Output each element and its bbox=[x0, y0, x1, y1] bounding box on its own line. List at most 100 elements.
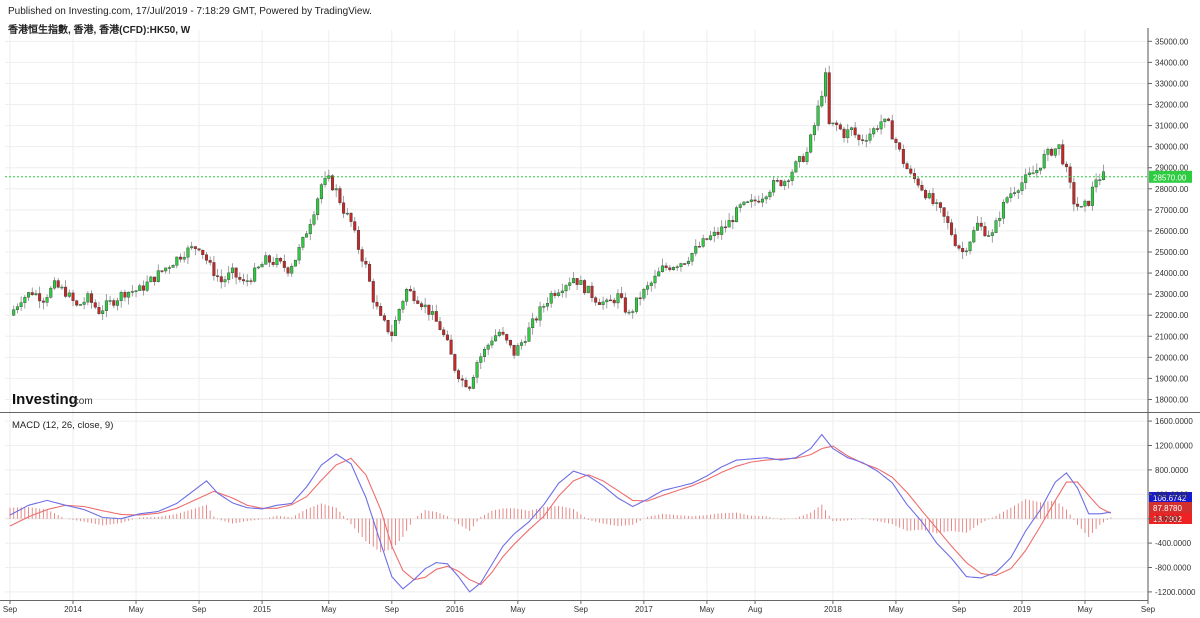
candle bbox=[675, 264, 679, 271]
candle-body bbox=[405, 288, 409, 302]
candle-body bbox=[193, 246, 197, 249]
candle bbox=[690, 252, 694, 266]
candle bbox=[516, 343, 520, 356]
candle bbox=[672, 266, 676, 271]
candle-body bbox=[1005, 197, 1009, 203]
candle bbox=[849, 126, 853, 137]
candle-body bbox=[838, 124, 842, 130]
candle bbox=[798, 155, 802, 168]
candle-body bbox=[968, 241, 972, 252]
candle bbox=[950, 218, 954, 237]
candle-body bbox=[534, 318, 538, 321]
candle bbox=[983, 221, 987, 237]
histogram-value-badge-label: 18.7982 bbox=[1153, 515, 1182, 524]
candle-body bbox=[1031, 172, 1035, 175]
candle-body bbox=[471, 377, 475, 389]
candle bbox=[542, 303, 546, 313]
candle bbox=[657, 267, 661, 277]
candle bbox=[601, 296, 605, 310]
candle bbox=[931, 188, 935, 206]
candle bbox=[875, 124, 879, 133]
candle-body bbox=[835, 122, 839, 125]
candle-body bbox=[901, 149, 905, 164]
y-tick-label: 24000.00 bbox=[1155, 269, 1189, 278]
candle-body bbox=[612, 299, 616, 304]
candle bbox=[86, 291, 90, 306]
candle-body bbox=[527, 327, 531, 342]
candle bbox=[1027, 167, 1031, 177]
candle bbox=[78, 303, 82, 306]
candle bbox=[353, 217, 357, 233]
candle bbox=[449, 334, 453, 355]
candle bbox=[438, 316, 442, 331]
candle-body bbox=[316, 198, 320, 216]
candle bbox=[712, 226, 716, 243]
y-tick-label: 18000.00 bbox=[1155, 395, 1189, 404]
candle-body bbox=[1102, 171, 1106, 180]
signal-line bbox=[9, 445, 1112, 586]
candle bbox=[212, 255, 216, 281]
candle bbox=[245, 274, 249, 287]
candle bbox=[145, 275, 149, 293]
candle-body bbox=[416, 300, 420, 304]
candle-body bbox=[1013, 192, 1017, 194]
last-price-badge bbox=[1149, 170, 1192, 183]
candle bbox=[809, 133, 813, 154]
candle bbox=[679, 262, 683, 272]
candle-body bbox=[894, 138, 898, 143]
candle bbox=[279, 256, 283, 264]
candle bbox=[471, 374, 475, 390]
candle-body bbox=[594, 297, 598, 303]
candle-body bbox=[116, 300, 119, 306]
candle-body bbox=[401, 301, 405, 310]
y-tick-label: 20000.00 bbox=[1155, 353, 1189, 362]
candle bbox=[149, 275, 153, 283]
candle bbox=[760, 192, 764, 208]
candle-body bbox=[990, 232, 994, 236]
candle bbox=[360, 246, 364, 268]
candle bbox=[553, 289, 557, 299]
candle bbox=[405, 287, 409, 306]
candle-body bbox=[45, 297, 49, 303]
candle bbox=[368, 261, 372, 283]
candle-body bbox=[505, 334, 509, 341]
y-tick-label: 33000.00 bbox=[1155, 79, 1189, 88]
candle-body bbox=[998, 218, 1002, 221]
candle-body bbox=[234, 267, 238, 278]
candle bbox=[831, 122, 835, 127]
candle bbox=[861, 134, 865, 145]
candle bbox=[312, 210, 316, 227]
candle bbox=[141, 280, 145, 296]
candle bbox=[93, 299, 97, 310]
candle-body bbox=[560, 290, 564, 294]
candle-body bbox=[175, 256, 179, 266]
candle bbox=[271, 256, 275, 267]
candle bbox=[242, 273, 246, 285]
candle-body bbox=[479, 356, 483, 363]
candle-body bbox=[801, 156, 805, 162]
candle bbox=[716, 227, 720, 239]
candle bbox=[523, 335, 527, 346]
candle-body bbox=[849, 127, 853, 130]
candle bbox=[942, 207, 946, 223]
candle bbox=[52, 277, 56, 290]
candle bbox=[723, 220, 727, 233]
candle bbox=[468, 385, 472, 391]
candle-body bbox=[775, 180, 779, 182]
candle bbox=[609, 294, 613, 302]
candle bbox=[56, 278, 60, 289]
candle bbox=[868, 127, 872, 144]
candle-body bbox=[353, 221, 357, 231]
y-tick-label: 19000.00 bbox=[1155, 374, 1189, 383]
candle bbox=[1064, 161, 1068, 173]
candle bbox=[501, 326, 505, 336]
candle bbox=[583, 279, 587, 296]
candle-body bbox=[460, 378, 464, 381]
candle bbox=[182, 251, 186, 263]
candle bbox=[138, 283, 142, 291]
candle-body bbox=[1064, 163, 1068, 168]
candle bbox=[1020, 176, 1024, 195]
candle bbox=[416, 296, 420, 305]
candle-body bbox=[642, 289, 646, 299]
